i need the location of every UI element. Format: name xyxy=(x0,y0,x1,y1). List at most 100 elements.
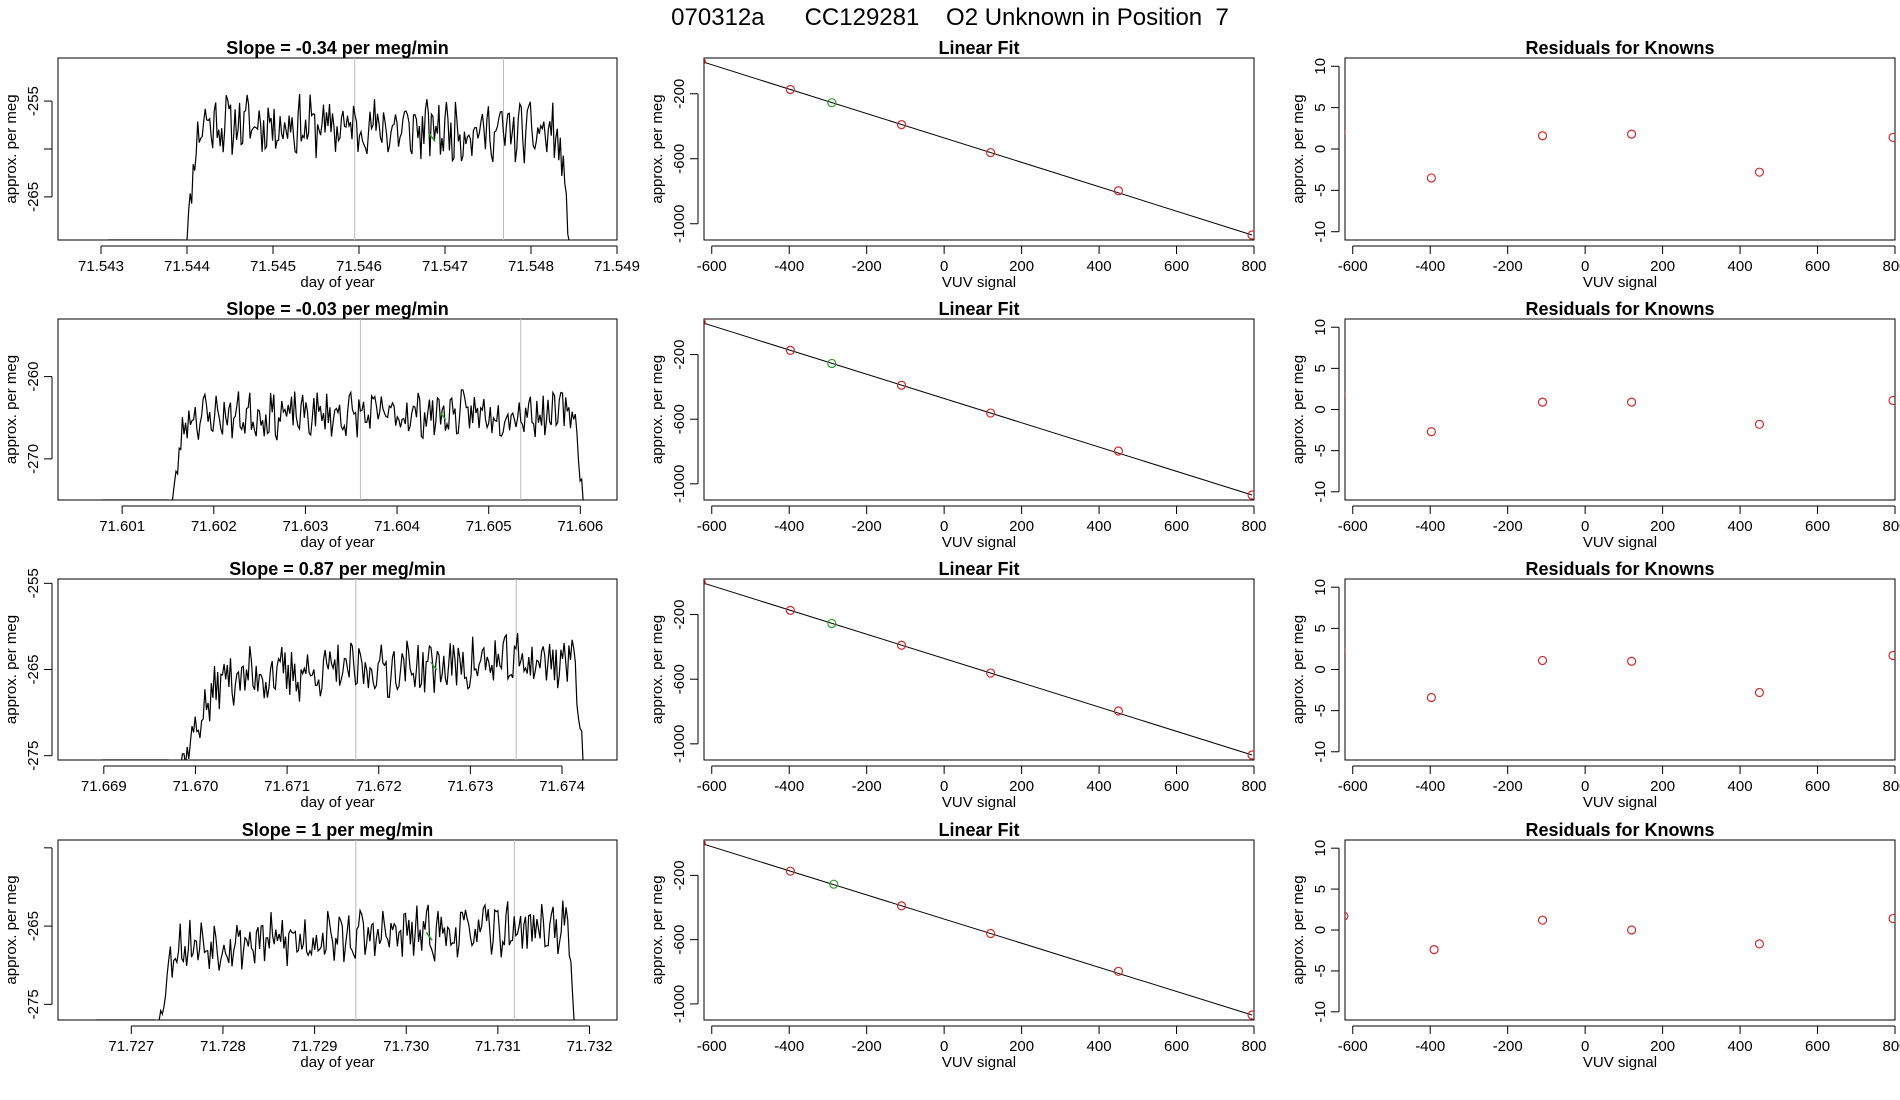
x-tick-label: 71.606 xyxy=(557,518,603,535)
x-tick-label: -400 xyxy=(774,778,804,795)
chart-title: Residuals for Knowns xyxy=(1525,299,1714,319)
x-tick-label: 0 xyxy=(1581,778,1589,795)
y-tick-label: 5 xyxy=(1312,624,1329,632)
unknown-marker xyxy=(425,931,433,941)
known-point xyxy=(986,408,996,418)
x-tick-label: 400 xyxy=(1728,518,1753,535)
y-tick-label: -1000 xyxy=(671,205,688,243)
chart-panel-fit-2: Linear Fit -600 -400 -200 0 200 400 600 800 VUV s… xyxy=(649,559,1267,811)
known-point xyxy=(1113,706,1124,716)
y-tick-label: 5 xyxy=(1312,885,1329,893)
x-tick-label: 200 xyxy=(1009,1038,1034,1055)
chart-title: Residuals for Knowns xyxy=(1525,820,1714,840)
chart-title: Linear Fit xyxy=(938,820,1019,840)
plot-frame xyxy=(1344,578,1896,761)
residual-point xyxy=(1888,132,1895,143)
residual-point xyxy=(1345,392,1346,398)
x-axis-label: day of year xyxy=(300,274,374,291)
y-tick-label: -255 xyxy=(25,86,42,116)
x-tick-label: 0 xyxy=(940,518,948,535)
residual-point xyxy=(1754,419,1765,429)
x-tick-label: -600 xyxy=(697,778,727,795)
y-tick-label: -265 xyxy=(25,182,42,212)
y-tick-label: -275 xyxy=(25,741,42,771)
x-tick-label: -600 xyxy=(1338,258,1368,275)
plot-data-area xyxy=(1345,129,1895,183)
x-tick-label: -200 xyxy=(1493,778,1523,795)
x-tick-label: 71.671 xyxy=(264,778,310,795)
x-tick-label: 800 xyxy=(1882,258,1900,275)
x-tick-label: 800 xyxy=(1882,778,1900,795)
y-axis-label: approx. per meg xyxy=(1290,615,1307,724)
known-point xyxy=(1247,750,1254,760)
x-tick-label: 600 xyxy=(1164,518,1189,535)
x-tick-label: 71.547 xyxy=(422,258,468,275)
x-tick-label: 71.669 xyxy=(81,778,127,795)
x-tick-label: 400 xyxy=(1728,1038,1753,1055)
unknown-point xyxy=(829,879,839,889)
y-tick-label: -1000 xyxy=(671,465,688,503)
x-tick-label: -600 xyxy=(1338,778,1368,795)
known-point xyxy=(986,668,996,678)
chart-panel-residuals-3: Residuals for Knowns -600 -400 -200 0 200 400 6… xyxy=(1290,820,1900,1071)
plot-data-area xyxy=(102,319,584,500)
unknown-point xyxy=(827,358,837,369)
y-tick-label: -1000 xyxy=(671,725,688,763)
chart-panel-residuals-2: Residuals for Knowns -600 -400 -200 0 200 400 6… xyxy=(1290,559,1900,811)
chart-panel-time-3: Slope = 1 per meg/min 71.727 71.728 71.729 7… xyxy=(3,820,618,1071)
chart-panel-fit-1: Linear Fit -600 -400 -200 0 200 400 600 800 VUV s… xyxy=(649,299,1267,551)
plot-frame xyxy=(703,578,1255,761)
x-tick-label: 71.548 xyxy=(508,258,554,275)
known-point xyxy=(1113,966,1124,976)
residual-point xyxy=(1627,925,1637,935)
y-tick-label: 10 xyxy=(1312,579,1329,596)
plot-frame xyxy=(57,839,618,1021)
chart-title: Linear Fit xyxy=(938,38,1019,58)
y-tick-label: -200 xyxy=(671,860,688,890)
x-tick-label: -200 xyxy=(852,518,882,535)
chart-panel-residuals-0: Residuals for Knowns -600 -400 -200 0 200 400 6… xyxy=(1290,38,1900,291)
y-tick-label: -5 xyxy=(1312,184,1329,197)
plot-data-area xyxy=(1345,911,1895,955)
y-tick-label: 0 xyxy=(1312,665,1329,673)
y-tick-label: -10 xyxy=(1312,221,1329,243)
x-tick-label: 71.672 xyxy=(356,778,402,795)
unknown-point xyxy=(827,618,837,629)
known-point xyxy=(704,840,706,848)
x-axis-label: VUV signal xyxy=(942,794,1016,811)
fit-line xyxy=(704,582,1253,756)
x-tick-label: 200 xyxy=(1009,518,1034,535)
y-tick-label: -265 xyxy=(25,654,42,684)
y-tick-label: -5 xyxy=(1312,964,1329,977)
chart-title: Slope = 0.87 per meg/min xyxy=(229,559,446,579)
residual-point xyxy=(1888,913,1895,924)
residual-point xyxy=(1627,397,1637,407)
plot-data-area xyxy=(107,58,570,240)
y-tick-label: -200 xyxy=(671,600,688,630)
x-tick-label: 71.604 xyxy=(374,518,420,535)
x-tick-label: 600 xyxy=(1805,778,1830,795)
x-tick-label: 71.727 xyxy=(108,1038,154,1055)
y-axis-label: approx. per meg xyxy=(649,94,666,203)
x-tick-label: 0 xyxy=(1581,1038,1589,1055)
x-tick-label: 71.546 xyxy=(336,258,382,275)
x-tick-label: 800 xyxy=(1882,1038,1900,1055)
known-point xyxy=(896,901,907,911)
unknown-marker xyxy=(430,661,438,671)
x-tick-label: 71.731 xyxy=(475,1038,521,1055)
y-tick-label: -600 xyxy=(671,144,688,174)
known-point xyxy=(896,120,907,130)
y-axis-label: approx. per meg xyxy=(3,355,20,464)
x-axis-label: day of year xyxy=(300,794,374,811)
y-axis-label: approx. per meg xyxy=(3,94,20,203)
y-tick-label: -255 xyxy=(25,568,42,598)
known-point xyxy=(785,84,795,95)
chart-panel-fit-3: Linear Fit -600 -400 -200 0 200 400 600 800 VUV s… xyxy=(649,820,1267,1071)
chart-title: Linear Fit xyxy=(938,559,1019,579)
x-tick-label: 600 xyxy=(1164,1038,1189,1055)
y-tick-label: -260 xyxy=(25,362,42,392)
figure-title: 070312a CC129281 O2 Unknown in Position … xyxy=(671,4,1229,31)
x-tick-label: 800 xyxy=(1882,518,1900,535)
y-tick-label: 10 xyxy=(1312,319,1329,336)
plot-data-area xyxy=(704,319,1254,500)
